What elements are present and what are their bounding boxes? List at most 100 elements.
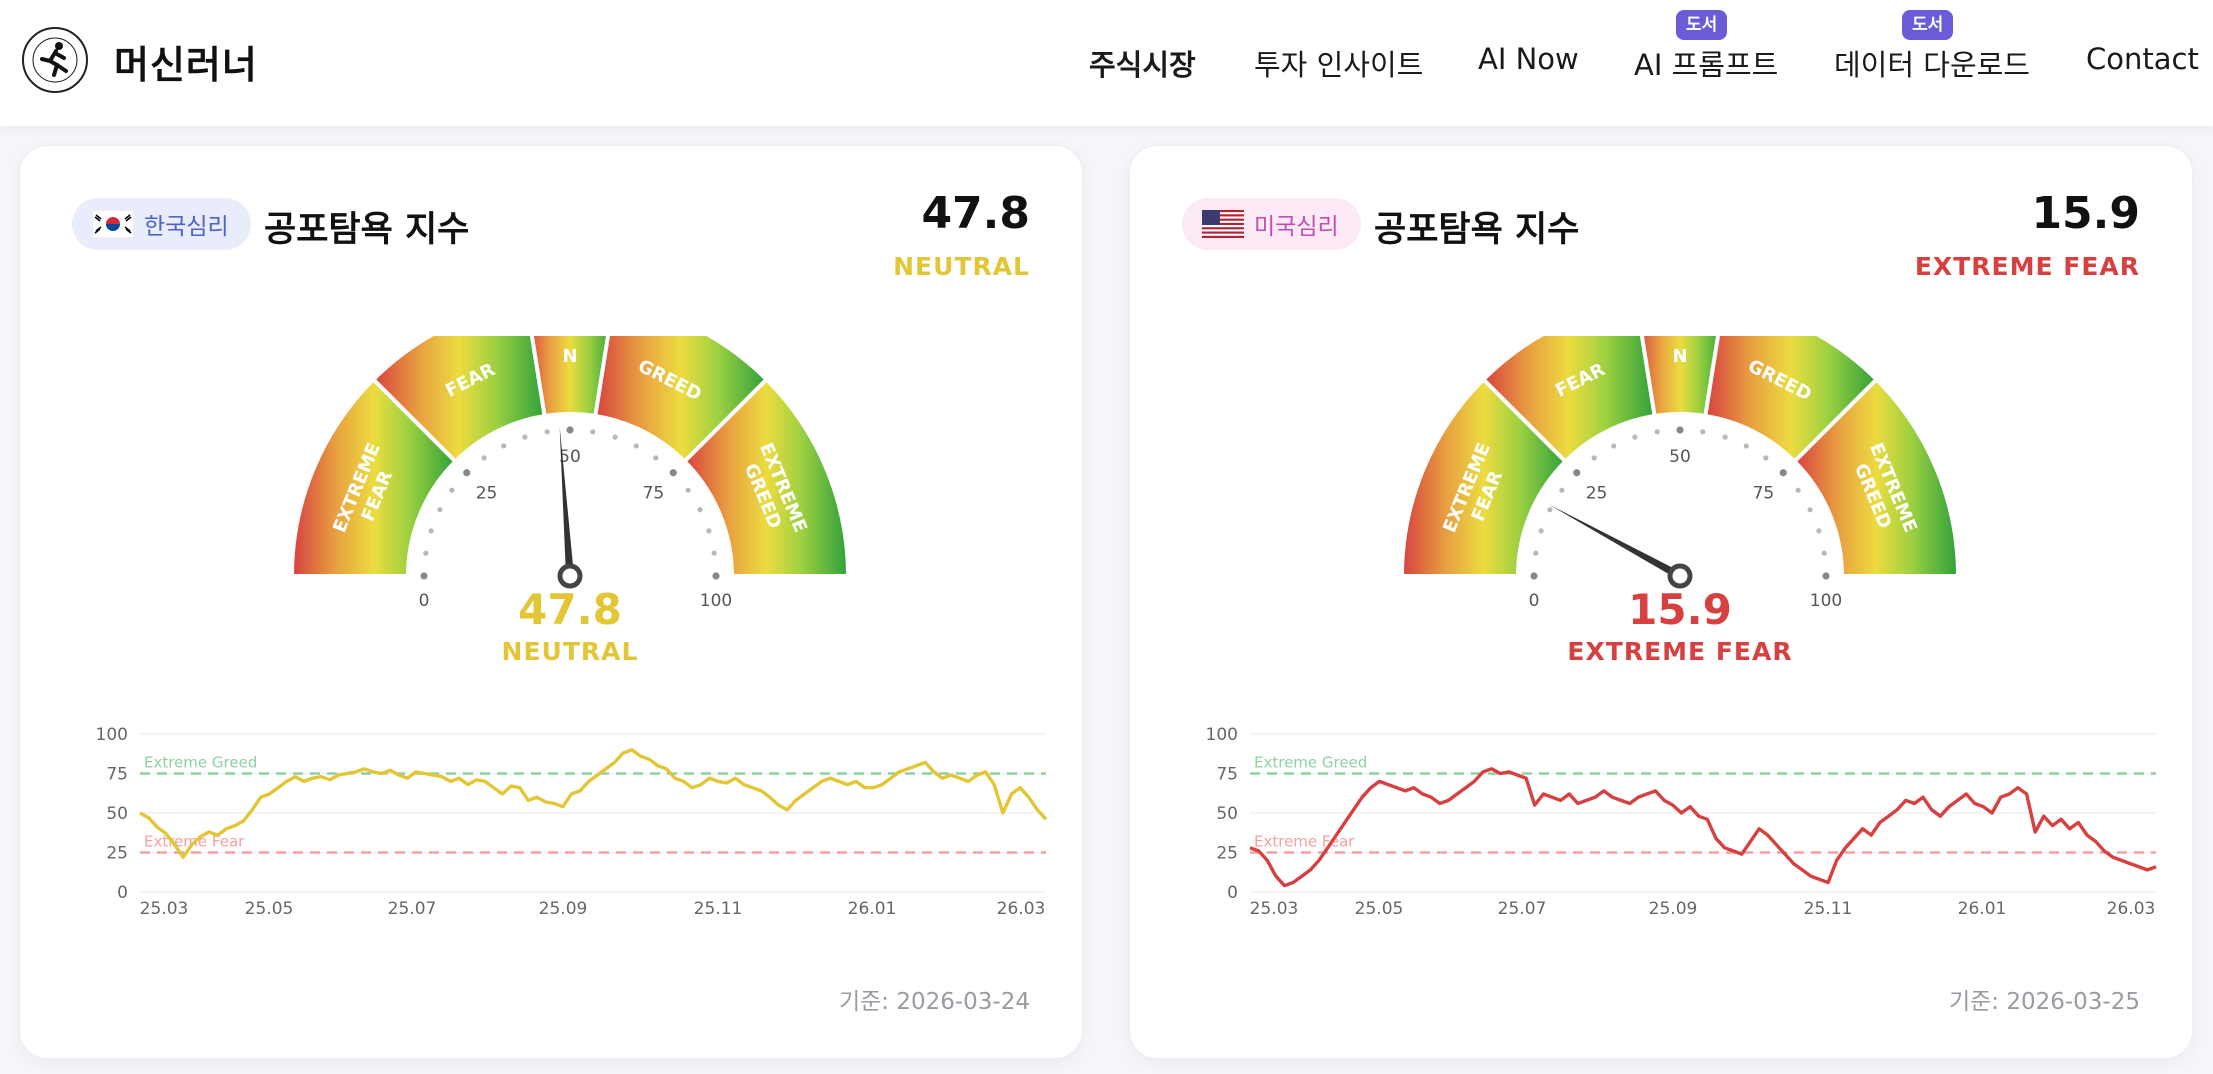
extreme-fear-label: Extreme Fear (1254, 833, 1355, 851)
gauge-tick (1547, 507, 1553, 513)
gauge-tick-label: 75 (643, 484, 665, 504)
chart-x-tick-label: 25.11 (694, 899, 743, 916)
gauge-tick (633, 443, 639, 449)
us-index-status: EXTREME FEAR (1914, 252, 2140, 281)
korea-sentiment-tag: 한국심리 (72, 198, 251, 250)
gauge-tick (1654, 429, 1660, 435)
gauge-tick (1530, 572, 1538, 580)
gauge-tick (669, 469, 677, 477)
chart-y-tick-label: 0 (117, 883, 128, 903)
gauge-value: 47.8 (518, 585, 622, 634)
gauge-needle (1548, 504, 1682, 580)
gauge-tick-label: 0 (419, 591, 430, 611)
gauge-tick (481, 455, 487, 461)
gauge-needle (559, 426, 574, 577)
us-card-title: 공포탐욕 지수 (1374, 210, 1580, 250)
chart-y-tick-label: 50 (106, 804, 128, 824)
gauge-tick-label: 50 (1669, 447, 1691, 467)
nav-ai-prompt[interactable]: AI 프롬프트 (1634, 48, 1779, 82)
chart-y-tick-label: 0 (1227, 883, 1238, 903)
korea-fear-greed-card: 한국심리 공포탐욕 지수 47.8 NEUTRAL EXTREMEFEAR FEA… (19, 145, 1083, 1059)
chart-y-tick-label: 100 (1206, 725, 1238, 745)
gauge-tick (1573, 469, 1581, 477)
gauge-status: NEUTRAL (502, 637, 639, 666)
gauge-tick (566, 426, 574, 434)
chart-x-tick-label: 25.11 (1804, 899, 1853, 916)
gauge-tick (1763, 455, 1769, 461)
gauge-tick-label: 100 (700, 591, 732, 611)
gauge-tick-label: 25 (1586, 484, 1608, 504)
gauge-status: EXTREME FEAR (1567, 637, 1792, 666)
us-fear-greed-card: 미국심리 공포탐욕 지수 15.9 EXTREME FEAR EXTREMEFE… (1129, 145, 2193, 1059)
gauge-segment-label: N (562, 346, 577, 367)
gauge-tick (1591, 455, 1597, 461)
gauge-needle-hub (1667, 563, 1693, 589)
gauge-tick (1743, 443, 1749, 449)
gauge-segment (1480, 336, 1657, 465)
nav-data-download[interactable]: 데이터 다운로드 (1834, 48, 2030, 82)
us-index-value: 15.9 (2031, 188, 2140, 239)
chart-y-tick-label: 100 (96, 725, 128, 745)
chart-x-tick-label: 25.03 (140, 899, 189, 916)
gauge-segment-label: N (1672, 346, 1687, 367)
gauge-tick (1816, 528, 1822, 534)
gauge-tick (612, 434, 618, 440)
gauge-value: 15.9 (1628, 585, 1732, 634)
gauge-tick (653, 455, 659, 461)
korea-flag-icon (92, 210, 134, 238)
gauge-tick (428, 528, 434, 534)
us-sentiment-tag: 미국심리 (1182, 198, 1361, 250)
chart-y-tick-label: 75 (1216, 765, 1238, 785)
nav-ai-now[interactable]: AI Now (1478, 42, 1579, 76)
brand-name[interactable]: 머신러너 (114, 43, 258, 87)
us-sentiment-label: 미국심리 (1254, 214, 1339, 240)
gauge-tick (1632, 434, 1638, 440)
extreme-greed-label: Extreme Greed (144, 754, 257, 772)
gauge-tick (1821, 550, 1827, 556)
chart-y-tick-label: 50 (1216, 804, 1238, 824)
chart-x-tick-label: 25.07 (1498, 899, 1547, 916)
korea-index-value: 47.8 (921, 188, 1030, 239)
nav-ai-prompt-badge: 도서 (1676, 10, 1728, 40)
gauge-tick-label: 25 (476, 484, 498, 504)
gauge-segment (529, 336, 611, 419)
chart-x-tick-label: 26.03 (2107, 899, 2156, 916)
gauge-tick (522, 434, 528, 440)
gauge-segment (370, 336, 547, 465)
gauge-tick (711, 550, 717, 556)
brand-logo[interactable] (22, 27, 88, 93)
chart-x-tick-label: 25.05 (1355, 899, 1404, 916)
nav-contact[interactable]: Contact (2086, 42, 2199, 76)
korea-basis-date: 기준: 2026-03-24 (838, 989, 1030, 1015)
korea-index-status: NEUTRAL (893, 252, 1030, 281)
gauge-tick (1533, 550, 1539, 556)
chart-y-tick-label: 25 (1216, 844, 1238, 864)
gauge-tick (1822, 572, 1830, 580)
chart-y-tick-label: 25 (106, 844, 128, 864)
gauge-tick-label: 100 (1810, 591, 1842, 611)
chart-x-tick-label: 25.09 (539, 899, 588, 916)
gauge-tick-label: 50 (559, 447, 581, 467)
sentiment-series-line (139, 748, 1048, 859)
nav-investment-insight[interactable]: 투자 인사이트 (1254, 48, 1424, 82)
chart-y-tick-label: 75 (106, 765, 128, 785)
nav-data-download-badge: 도서 (1902, 10, 1954, 40)
us-flag-icon (1202, 210, 1244, 238)
gauge-segment (1639, 336, 1721, 419)
korea-card-title: 공포탐욕 지수 (264, 210, 470, 250)
gauge-tick (1700, 429, 1706, 435)
gauge-tick (544, 429, 550, 435)
gauge-tick (449, 487, 455, 493)
sentiment-series-line (1249, 767, 2157, 888)
top-navigation-bar: 머신러너 주식시장 투자 인사이트 AI Now 도서 AI 프롬프트 도서 데… (0, 0, 2213, 126)
gauge-tick (590, 429, 596, 435)
gauge-tick (1676, 426, 1684, 434)
gauge-tick (420, 572, 428, 580)
nav-stock-market[interactable]: 주식시장 (1089, 48, 1196, 82)
gauge-tick (1559, 487, 1565, 493)
gauge-tick (501, 443, 507, 449)
gauge-segment (681, 376, 851, 578)
